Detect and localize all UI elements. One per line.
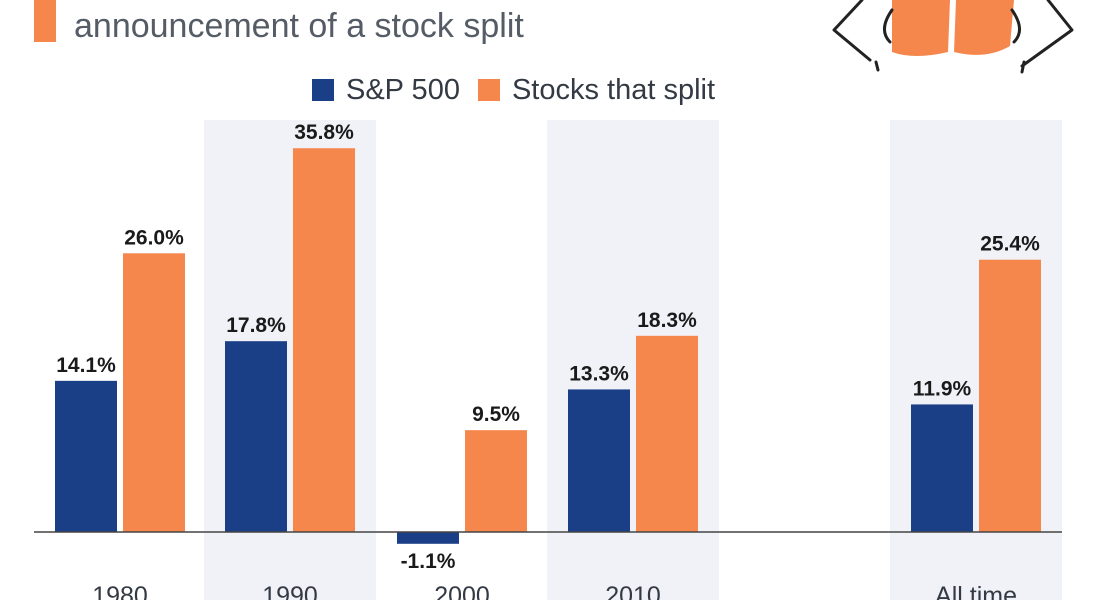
data-label-sp500-2: -1.1% [401,550,456,573]
data-label-split-2: 9.5% [472,403,520,426]
legend-item-split: Stocks that split [477,73,716,107]
data-label-sp500-0: 14.1% [56,354,116,377]
x-tick-label-1: 1990 [262,582,318,600]
x-tick-label-0: 1980 [92,582,148,600]
logo-half-right [954,0,1014,55]
logo-half-left [892,0,950,56]
chart-title: announcement of a stock split [74,7,524,45]
data-label-sp500-1: 17.8% [226,314,286,337]
bar-split-1990 [293,148,355,532]
bar-sp500-1990 [225,341,287,532]
bar-sp500-2010 [568,389,630,532]
data-label-split-4: 25.4% [980,233,1040,256]
legend-label-sp500: S&P 500 [346,73,460,106]
data-label-split-0: 26.0% [124,226,184,249]
legend-item-sp500: S&P 500 [312,74,460,107]
data-label-sp500-3: 13.3% [569,362,629,385]
bar-split-2000 [465,430,527,532]
legend-swatch-split [477,79,500,101]
bar-sp500-1980 [55,380,117,532]
data-label-sp500-4: 11.9% [913,377,972,400]
bar-sp500-all-time [911,404,973,532]
x-tick-label-2: 2000 [434,582,490,600]
brand-logo [832,0,1074,74]
x-tick-label-3: 2010 [605,582,661,600]
data-label-split-3: 18.3% [637,309,697,332]
x-tick-label-4: All time [935,582,1017,600]
bar-split-2010 [636,335,698,532]
legend-swatch-sp500 [312,79,334,101]
legend-label-split: Stocks that split [511,73,716,106]
bar-split-all-time [979,259,1041,532]
legend: S&P 500 Stocks that split [312,70,715,110]
bar-sp500-2000 [397,532,459,544]
bar-split-1980 [123,253,185,532]
data-label-split-1: 35.8% [294,121,354,144]
title-accent-bar [34,0,56,42]
logo-outline [832,0,1074,74]
